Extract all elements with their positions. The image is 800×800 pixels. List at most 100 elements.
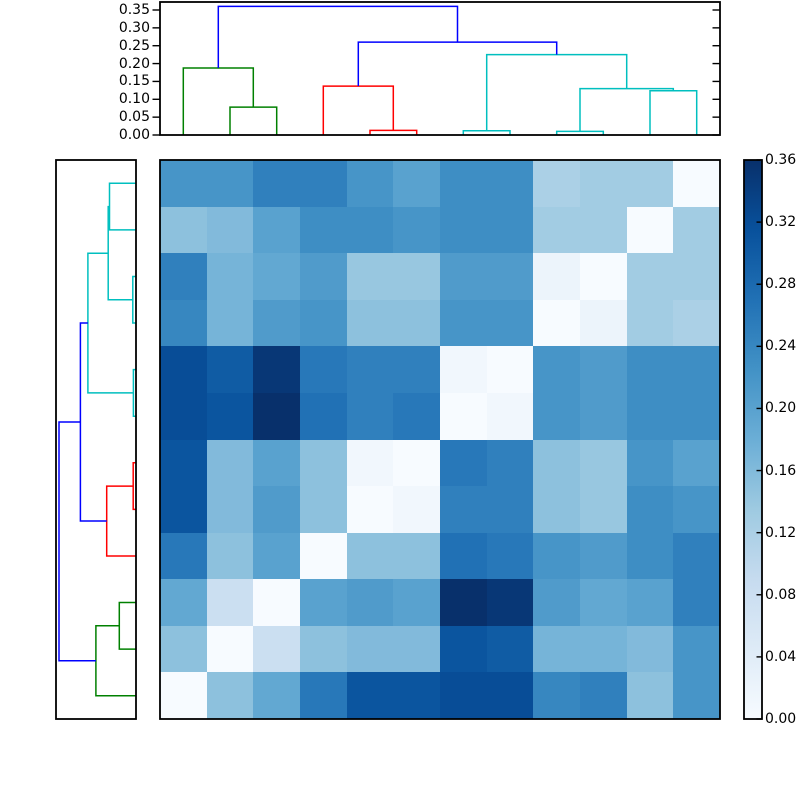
heatmap-cell — [486, 532, 535, 580]
heatmap-cell — [673, 346, 720, 394]
heatmap-cell — [206, 579, 255, 627]
colorbar-tick-label: 0.36 — [765, 152, 797, 168]
heatmap-cell — [533, 532, 581, 580]
top-dendrogram-tick-label: 0.00 — [118, 127, 150, 143]
heatmap-cell — [253, 672, 301, 719]
heatmap-cell — [533, 160, 581, 208]
heatmap-cell — [160, 532, 208, 580]
top-dendrogram — [182, 5, 698, 135]
axes-borders — [55, 1, 763, 720]
left-dendrogram — [58, 182, 136, 697]
heatmap-cell — [160, 299, 208, 348]
heatmap-cell — [440, 346, 488, 394]
heatmap-cell — [160, 672, 208, 719]
heatmap-cell — [533, 253, 581, 301]
heatmap-cell — [253, 532, 301, 580]
heatmap-cell — [580, 625, 628, 674]
heatmap-cell — [393, 486, 441, 534]
heatmap-cell — [626, 206, 675, 254]
dendrogram-link-cyan — [485, 53, 628, 131]
heatmap-cell — [393, 579, 441, 627]
colorbar-tick-label: 0.24 — [765, 338, 797, 355]
heatmap-cell — [346, 160, 395, 208]
heatmap-cell — [160, 486, 208, 534]
heatmap-cell — [440, 299, 488, 348]
heatmap-cell — [206, 392, 255, 441]
heatmap-cell — [160, 579, 208, 627]
heatmap-cell — [253, 299, 301, 348]
colorbar-tick-label: 0.32 — [765, 214, 797, 231]
heatmap-cell — [253, 253, 301, 301]
heatmap-cell — [626, 346, 675, 394]
dendrogram-link-cyan — [649, 89, 698, 135]
heatmap-cell — [393, 253, 441, 301]
colorbar-border — [743, 159, 763, 720]
heatmap-cell — [253, 160, 301, 208]
heatmap-cell — [440, 253, 488, 301]
heatmap-cell — [206, 299, 255, 348]
top-dendrogram-tick-label: 0.05 — [118, 109, 150, 126]
heatmap-cell — [533, 299, 581, 348]
heatmap-cell — [160, 346, 208, 394]
heatmap-cell — [393, 392, 441, 441]
heatmap-cell — [393, 346, 441, 394]
heatmap-cell — [346, 346, 395, 394]
heatmap-cell — [393, 625, 441, 674]
heatmap-cell — [206, 206, 255, 254]
heatmap-cell — [626, 486, 675, 534]
heatmap-cell — [626, 439, 675, 487]
dendrogram-link-cyan — [107, 205, 133, 301]
heatmap-cell — [393, 299, 441, 348]
dendrogram-link-red — [105, 485, 136, 557]
heatmap-cell — [673, 299, 720, 348]
heatmap-cell — [533, 346, 581, 394]
heatmap-cell — [253, 439, 301, 487]
heatmap-cell — [673, 579, 720, 627]
heatmap-cell — [300, 346, 348, 394]
heatmap-cell — [486, 160, 535, 208]
heatmap-cell — [300, 579, 348, 627]
heatmap-cell — [533, 392, 581, 441]
heatmap-cell — [253, 392, 301, 441]
heatmap-cell — [346, 439, 395, 487]
heatmap-cell — [346, 579, 395, 627]
heatmap-cell — [673, 160, 720, 208]
heatmap-cell — [346, 206, 395, 254]
dendrogram-link-green — [182, 67, 255, 135]
heatmap-cell — [206, 160, 255, 208]
heatmap-cell — [580, 299, 628, 348]
heatmap-cell — [626, 532, 675, 580]
heatmap-cell — [673, 672, 720, 719]
heatmap-cell — [486, 299, 535, 348]
heatmap-cell — [440, 625, 488, 674]
heatmap-cell — [346, 625, 395, 674]
left-dendrogram-border — [55, 159, 137, 720]
dendrogram-link-green — [229, 106, 278, 135]
colorbar-gradient — [744, 160, 762, 719]
heatmap-cell — [486, 206, 535, 254]
heatmap-cell — [253, 579, 301, 627]
heatmap-cell — [440, 486, 488, 534]
colorbar-tick-label: 0.16 — [765, 462, 797, 479]
heatmap-cell — [206, 625, 255, 674]
heatmap-cell — [533, 625, 581, 674]
dendrogram-link-red — [322, 85, 395, 135]
heatmap-cell — [486, 439, 535, 487]
heatmap-cell — [440, 160, 488, 208]
colorbar-tick-label: 0.20 — [765, 400, 797, 417]
top-dendrogram-tick-label: 0.35 — [118, 2, 150, 18]
heatmap-cell — [533, 206, 581, 254]
top-dendrogram-tick-label: 0.30 — [118, 19, 150, 36]
heatmap-cell — [206, 346, 255, 394]
heatmap-cell — [253, 486, 301, 534]
heatmap-cell — [533, 579, 581, 627]
heatmap-cell — [626, 299, 675, 348]
heatmap-cell — [253, 206, 301, 254]
heatmap-cell — [393, 160, 441, 208]
heatmap-cell — [160, 439, 208, 487]
heatmap-cell — [440, 579, 488, 627]
heatmap-cell — [626, 160, 675, 208]
heatmap-cell — [300, 392, 348, 441]
heatmap-cell — [486, 346, 535, 394]
heatmap-cell — [626, 672, 675, 719]
